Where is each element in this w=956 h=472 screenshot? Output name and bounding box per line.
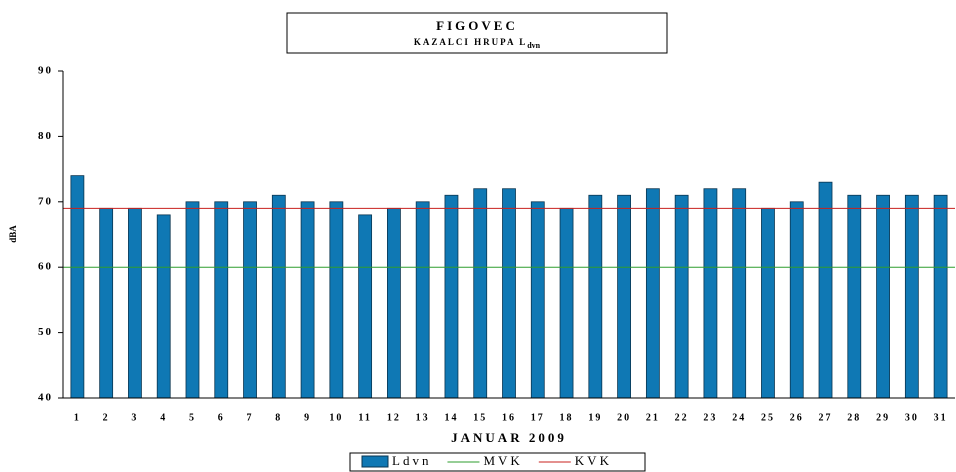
legend-label: Ldvn <box>392 453 431 468</box>
bar <box>789 201 804 399</box>
legend-box <box>349 452 646 472</box>
bar <box>185 201 200 399</box>
x-tick-label: 5 <box>189 412 196 423</box>
bar <box>876 194 890 399</box>
y-tick-label: 40 <box>38 392 53 404</box>
x-tick-label: 3 <box>131 412 138 423</box>
x-tick-label: 24 <box>732 412 746 423</box>
y-axis-label: dBA <box>8 225 18 243</box>
bar <box>128 207 142 399</box>
bar <box>99 207 114 399</box>
bar <box>271 194 286 399</box>
x-tick-label: 8 <box>275 412 282 423</box>
bar <box>214 201 229 399</box>
x-tick-label: 6 <box>218 412 225 423</box>
bar <box>502 188 516 399</box>
x-tick-label: 29 <box>876 412 890 423</box>
bar <box>588 194 603 399</box>
bar <box>387 207 401 399</box>
legend-swatch <box>361 455 389 468</box>
x-axis-label: JANUAR 2009 <box>451 430 567 445</box>
x-tick-label: 26 <box>790 412 804 423</box>
chart-title: FIGOVEC <box>436 18 518 33</box>
y-tick-label: 80 <box>38 130 53 142</box>
bar <box>933 194 948 399</box>
x-tick-label: 1 <box>74 412 81 423</box>
bar <box>559 207 574 399</box>
bar <box>243 201 257 399</box>
x-tick-label: 19 <box>588 412 602 423</box>
x-tick-label: 2 <box>103 412 110 423</box>
y-tick-label: 90 <box>38 65 53 77</box>
x-tick-label: 9 <box>304 412 311 423</box>
bar <box>847 194 862 399</box>
bar <box>617 194 631 399</box>
x-tick-label: 20 <box>617 412 631 423</box>
x-tick-label: 30 <box>905 412 919 423</box>
legend-label: KVK <box>575 453 612 468</box>
bar <box>904 194 919 399</box>
x-tick-label: 12 <box>387 412 401 423</box>
bar <box>300 201 315 399</box>
bar <box>415 201 430 399</box>
x-tick-label: 25 <box>761 412 775 423</box>
chart-subtitle: KAZALCI HRUPA Ldvn <box>414 37 541 50</box>
x-tick-label: 23 <box>703 412 717 423</box>
x-tick-label: 22 <box>675 412 689 423</box>
x-tick-label: 21 <box>646 412 660 423</box>
x-tick-label: 10 <box>329 412 343 423</box>
bar <box>645 188 660 399</box>
x-tick-label: 28 <box>847 412 861 423</box>
bar <box>156 214 171 399</box>
bar <box>674 194 689 399</box>
bar <box>703 188 718 399</box>
bar <box>329 201 344 399</box>
x-tick-label: 4 <box>160 412 167 423</box>
bar <box>358 214 373 399</box>
y-tick-label: 60 <box>38 261 53 273</box>
x-tick-label: 27 <box>819 412 833 423</box>
subtitle-text: KAZALCI HRUPA L <box>414 37 527 47</box>
bar <box>70 175 85 399</box>
legend-label: MVK <box>483 453 522 468</box>
x-tick-label: 15 <box>473 412 487 423</box>
bar <box>818 181 833 399</box>
bar <box>473 188 488 399</box>
y-tick-label: 50 <box>38 326 53 338</box>
bar <box>444 194 459 399</box>
x-tick-label: 16 <box>502 412 516 423</box>
title-box <box>286 12 668 54</box>
x-tick-label: 18 <box>560 412 574 423</box>
x-tick-label: 13 <box>416 412 430 423</box>
x-tick-label: 31 <box>934 412 948 423</box>
x-tick-label: 14 <box>444 412 458 423</box>
y-tick-label: 70 <box>38 195 53 207</box>
x-tick-label: 17 <box>531 412 545 423</box>
bar <box>732 188 747 399</box>
x-tick-label: 7 <box>247 412 254 423</box>
bar <box>761 207 775 399</box>
x-tick-label: 11 <box>358 412 371 423</box>
bar <box>530 201 545 399</box>
subtitle-subscript: dvn <box>527 41 540 50</box>
